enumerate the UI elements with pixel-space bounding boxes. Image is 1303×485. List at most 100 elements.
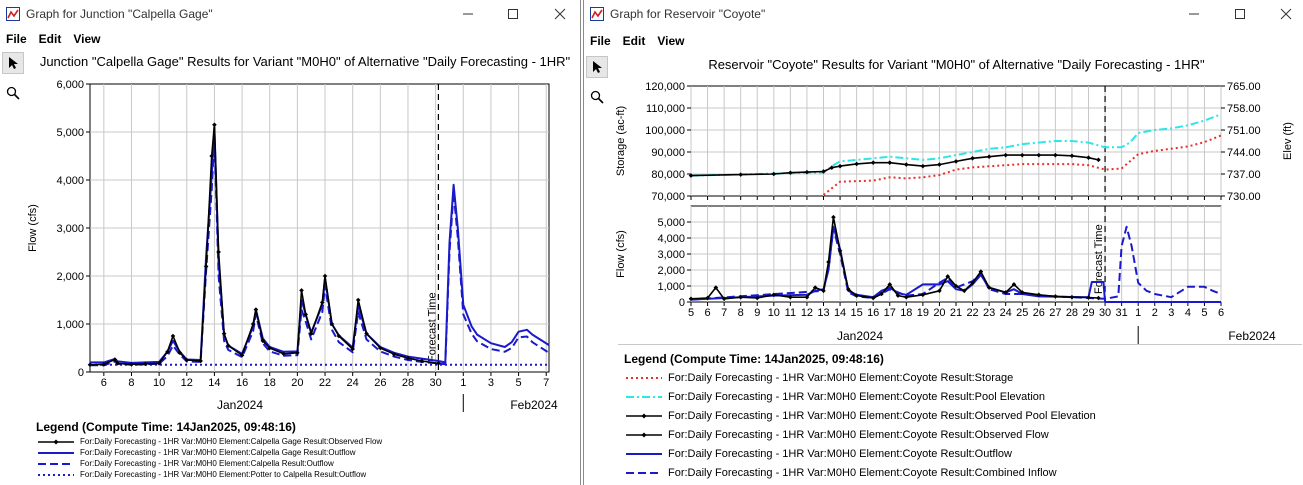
data-point-marker <box>115 361 120 366</box>
data-point-marker <box>1069 294 1075 300</box>
menu-view[interactable]: View <box>657 34 685 48</box>
data-point-marker <box>355 297 361 303</box>
x-tick-label: 20 <box>933 307 945 319</box>
window-title: Graph for Reservoir "Coyote" <box>610 7 766 21</box>
y-tick-label: 110,000 <box>646 103 685 115</box>
x-tick-label: 30 <box>430 377 442 389</box>
y-tick-label: 2,000 <box>657 265 685 277</box>
legend-swatch <box>38 439 74 444</box>
window-titlebar[interactable]: Graph for Junction "Calpella Gage" <box>0 0 580 28</box>
legend-entry-label: For:Daily Forecasting - 1HR Var:M0H0 Ele… <box>80 470 367 479</box>
x-tick-label: 28 <box>1066 307 1078 319</box>
legend-entry-label: For:Daily Forecasting - 1HR Var:M0H0 Ele… <box>80 448 356 457</box>
legend-entry-label: For:Daily Forecasting - 1HR Var:M0H0 Ele… <box>668 428 1049 441</box>
x-tick-label: 12 <box>181 377 193 389</box>
x-tick-label: 16 <box>236 377 248 389</box>
x-tick-label: 31 <box>1116 307 1128 319</box>
series-line-observed-flow <box>89 123 439 366</box>
data-point-marker <box>203 264 209 269</box>
legend-swatch <box>626 395 662 398</box>
y-tick-label: 4,000 <box>657 233 685 245</box>
y-tick-label: 4,000 <box>56 175 84 187</box>
reservoir-graph-window: Graph for Reservoir "Coyote" File Edit V… <box>583 0 1303 485</box>
data-point-marker <box>961 288 967 294</box>
legend-entry: For:Daily Forecasting - 1HR Var:M0H0 Ele… <box>624 444 1299 463</box>
minimize-button[interactable] <box>448 0 488 28</box>
x-tick-label: 14 <box>208 377 220 389</box>
data-point-marker <box>295 350 300 356</box>
x-tick-label: 30 <box>1099 307 1111 319</box>
toolbar <box>0 50 26 112</box>
series-line-observed-pool-elevation <box>690 154 1099 177</box>
menu-edit[interactable]: Edit <box>622 34 646 48</box>
menu-file[interactable]: File <box>590 34 611 48</box>
x-tick-label: 10 <box>153 377 165 389</box>
x-tick-label: 26 <box>1033 307 1045 319</box>
x-month-label: Jan2024 <box>217 398 263 412</box>
x-tick-label: 16 <box>867 307 879 319</box>
y-tick-label: 100,000 <box>645 125 685 137</box>
x-tick-label: 24 <box>347 377 359 389</box>
legend-entry: For:Daily Forecasting - 1HR Var:M0H0 Ele… <box>36 447 576 458</box>
y-axis-label: Storage (ac-ft) <box>615 106 627 176</box>
data-point-marker <box>101 362 107 367</box>
x-tick-label: 22 <box>319 377 331 389</box>
x-tick-label: 29 <box>1082 307 1094 319</box>
x-tick-label: 3 <box>488 377 494 389</box>
maximize-button[interactable] <box>493 0 533 28</box>
data-point-marker <box>303 312 308 317</box>
x-tick-label: 8 <box>738 307 744 319</box>
x-month-label: Feb2024 <box>1228 329 1276 343</box>
data-point-marker <box>239 352 245 358</box>
x-tick-label: 14 <box>834 307 846 319</box>
y-tick-label: 80,000 <box>651 169 685 181</box>
minimize-button[interactable] <box>1174 0 1214 28</box>
x-tick-label: 23 <box>983 307 995 319</box>
x-tick-label: 6 <box>705 307 711 319</box>
close-button[interactable] <box>1266 0 1303 28</box>
x-tick-label: 24 <box>1000 307 1012 319</box>
legend-swatch <box>626 452 662 455</box>
data-point-marker <box>391 351 397 357</box>
zoom-tool-button[interactable] <box>586 86 608 108</box>
menu-edit[interactable]: Edit <box>38 32 62 46</box>
data-point-marker <box>364 331 369 336</box>
zoom-tool-button[interactable] <box>2 82 24 104</box>
select-tool-button[interactable] <box>2 52 24 74</box>
data-point-marker <box>1036 152 1042 158</box>
forecast-time-label: Forecast Time <box>1093 224 1105 294</box>
legend-title: Legend (Compute Time: 14Jan2025, 09:48:1… <box>624 352 884 366</box>
y-tick-label: 0 <box>78 367 84 379</box>
x-tick-label: 15 <box>851 307 863 319</box>
y2-axis-label: Elev (ft) <box>1282 122 1294 160</box>
window-titlebar[interactable]: Graph for Reservoir "Coyote" <box>584 0 1303 28</box>
y-tick-label: 3,000 <box>657 249 685 261</box>
data-point-marker <box>225 343 231 348</box>
legend-swatch <box>626 432 662 437</box>
app-icon <box>590 7 604 21</box>
data-point-marker <box>87 362 93 368</box>
x-tick-label: 18 <box>264 377 276 389</box>
close-icon <box>554 8 566 20</box>
menu-file[interactable]: File <box>6 32 27 46</box>
legend-swatch <box>38 451 74 454</box>
y-tick-label: 0 <box>679 297 685 309</box>
legend-entry: For:Daily Forecasting - 1HR Var:M0H0 Ele… <box>36 469 576 480</box>
junction-flow-chart[interactable]: 6 8 10 12 14 16 18 20 22 24 26 28 30 1 3 5 7 0 1,000 2,000 3… <box>0 74 580 414</box>
toolbar <box>584 54 610 116</box>
menu-view[interactable]: View <box>73 32 101 46</box>
legend-entry: For:Daily Forecasting - 1HR Var:M0H0 Ele… <box>36 458 576 469</box>
y2-tick-label: 758.00 <box>1227 103 1261 115</box>
x-tick-label: 4 <box>1185 307 1191 319</box>
maximize-icon <box>1235 9 1245 19</box>
data-point-marker <box>170 333 176 339</box>
data-point-marker <box>970 280 975 286</box>
select-tool-button[interactable] <box>586 56 608 78</box>
y-tick-label: 5,000 <box>657 217 685 229</box>
x-tick-label: 6 <box>101 377 107 389</box>
data-point-marker <box>253 307 259 312</box>
maximize-button[interactable] <box>1220 0 1260 28</box>
close-button[interactable] <box>540 0 580 28</box>
reservoir-chart[interactable]: 70,000 80,000 90,000 100,000 110,000 120,000 S… <box>584 76 1303 346</box>
legend-divider <box>618 344 1302 345</box>
